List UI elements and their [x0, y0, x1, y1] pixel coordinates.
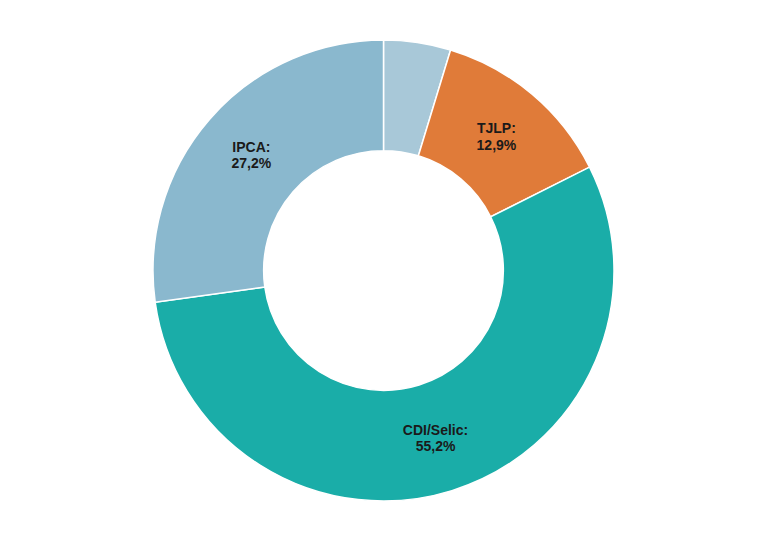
slices — [153, 40, 614, 501]
plot: TJLP:12,9% CDI/Selic:55,2% IPCA:27,2% — [153, 40, 614, 501]
slice-label-line: 55,2% — [416, 438, 456, 454]
slice-label-line: CDI/Selic: — [403, 422, 468, 438]
slice-label-line: TJLP: — [477, 120, 516, 136]
slice-label-line: 27,2% — [232, 155, 272, 171]
donut-slice — [153, 40, 383, 302]
slice-label: TJLP:12,9% — [477, 120, 517, 152]
slice-label: IPCA:27,2% — [232, 139, 272, 171]
chart-svg: TJLP:12,9% CDI/Selic:55,2% IPCA:27,2% — [0, 0, 767, 541]
slice-label: CDI/Selic:55,2% — [403, 422, 468, 454]
slice-labels: TJLP:12,9% CDI/Selic:55,2% IPCA:27,2% — [232, 120, 517, 453]
slice-label-line: 12,9% — [477, 137, 517, 153]
slice-label-line: IPCA: — [232, 139, 270, 155]
